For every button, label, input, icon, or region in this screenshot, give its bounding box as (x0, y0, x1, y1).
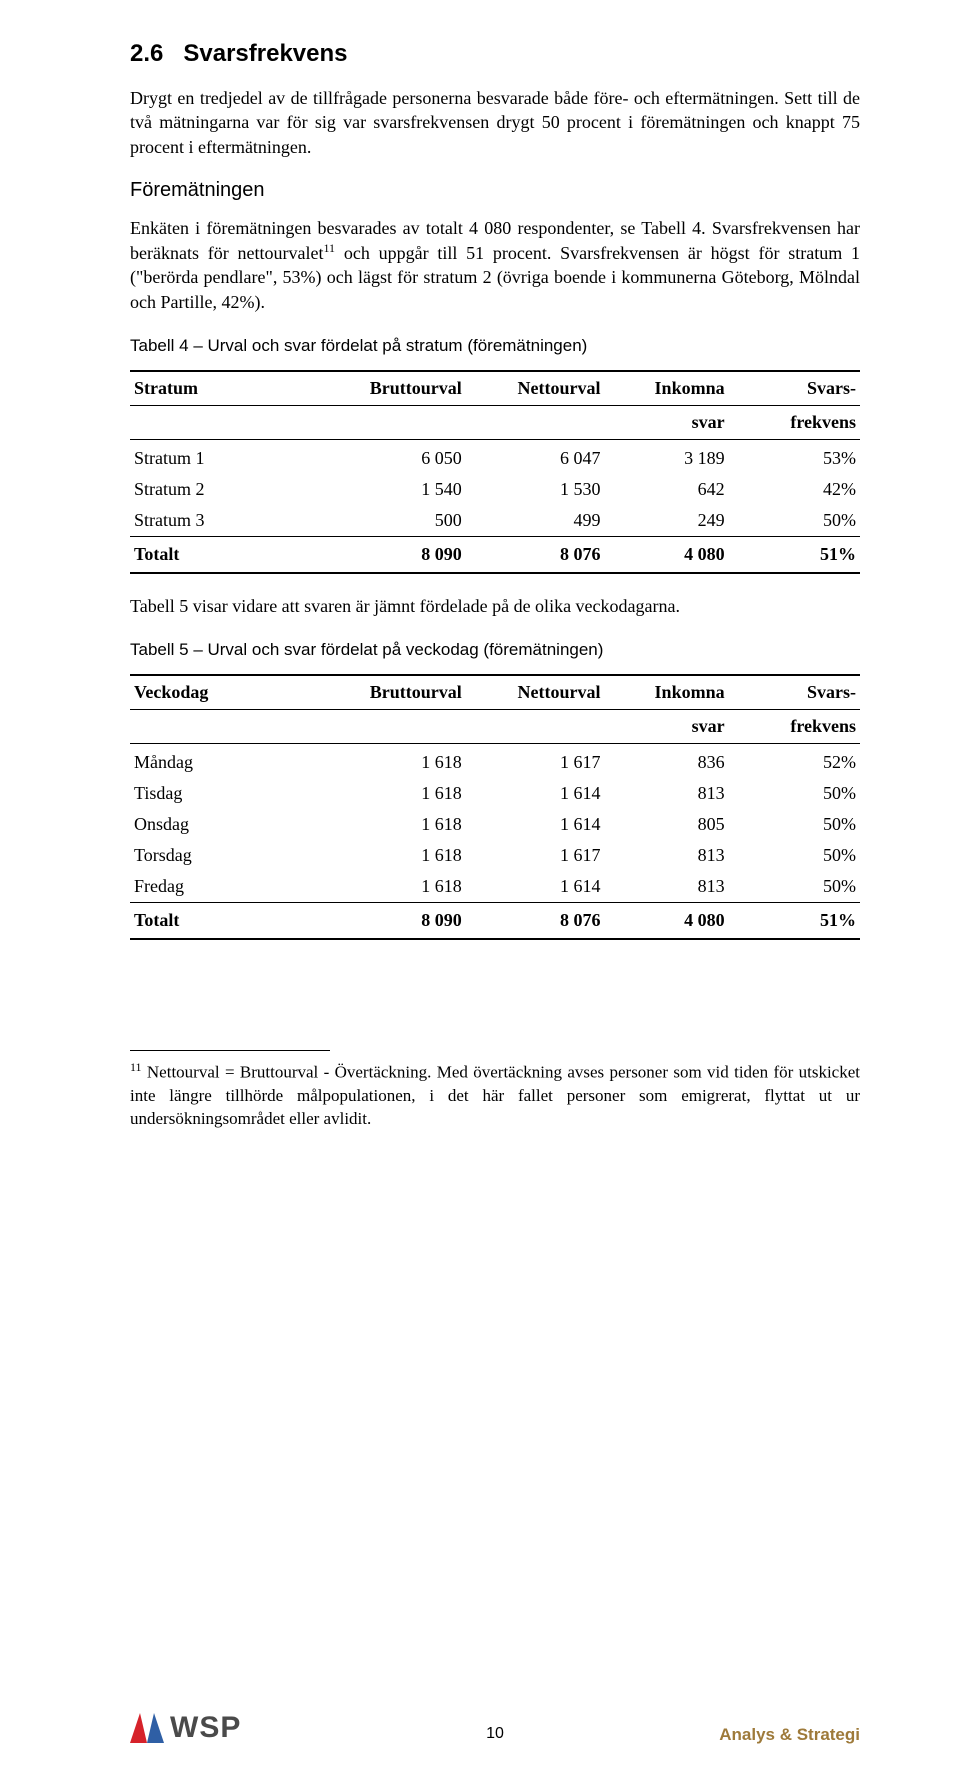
table4-col-svars: Svars- (729, 371, 860, 406)
table-row: Fredag 1 618 1 614 813 50% (130, 871, 860, 903)
table4-col-brutto: Bruttourval (320, 371, 466, 406)
footer-brand: Analys & Strategi (719, 1725, 860, 1745)
table5-total-row: Totalt 8 090 8 076 4 080 51% (130, 903, 860, 940)
table4-subcol-frekvens: frekvens (729, 406, 860, 440)
table-row: Torsdag 1 618 1 617 813 50% (130, 840, 860, 871)
section-title: Svarsfrekvens (183, 40, 347, 67)
table4: Stratum Bruttourval Nettourval Inkomna S… (130, 370, 860, 574)
table4-caption: Tabell 4 – Urval och svar fördelat på st… (130, 336, 860, 356)
table4-subcol-svar: svar (604, 406, 728, 440)
section-heading: 2.6 Svarsfrekvens (130, 40, 860, 68)
footnote-text: Nettourval = Bruttourval - Övertäckning.… (130, 1063, 860, 1128)
table-row: Tisdag 1 618 1 614 813 50% (130, 778, 860, 809)
table5-header-row: Veckodag Bruttourval Nettourval Inkomna … (130, 675, 860, 710)
footnote-ref-11: 11 (323, 241, 335, 255)
wsp-logo: WSP (130, 1711, 241, 1745)
table5: Veckodag Bruttourval Nettourval Inkomna … (130, 674, 860, 940)
paragraph-between-tables: Tabell 5 visar vidare att svaren är jämn… (130, 594, 860, 618)
table5-subcol-svar: svar (604, 710, 728, 744)
table4-header-row: Stratum Bruttourval Nettourval Inkomna S… (130, 371, 860, 406)
table-row: Onsdag 1 618 1 614 805 50% (130, 809, 860, 840)
table4-col-inkomna: Inkomna (604, 371, 728, 406)
table5-header-subrow: svar frekvens (130, 710, 860, 744)
table5-col-inkomna: Inkomna (604, 675, 728, 710)
footnote-separator (130, 1050, 330, 1051)
footnote-mark: 11 (130, 1060, 142, 1074)
footnote-11: 11 Nettourval = Bruttourval - Övertäckni… (130, 1059, 860, 1130)
logo-bar-red (130, 1713, 147, 1743)
table5-col-veckodag: Veckodag (130, 675, 320, 710)
table-row: Måndag 1 618 1 617 836 52% (130, 744, 860, 779)
table4-col-stratum: Stratum (130, 371, 320, 406)
table4-total-row: Totalt 8 090 8 076 4 080 51% (130, 537, 860, 574)
table5-caption: Tabell 5 – Urval och svar fördelat på ve… (130, 640, 860, 660)
subheading-forematningen: Föremätningen (130, 179, 860, 202)
table5-col-netto: Nettourval (466, 675, 605, 710)
table-row: Stratum 2 1 540 1 530 642 42% (130, 474, 860, 505)
paragraph-intro: Drygt en tredjedel av de tillfrågade per… (130, 86, 860, 159)
logo-bar-blue (147, 1713, 164, 1743)
table5-col-brutto: Bruttourval (320, 675, 466, 710)
paragraph-forematningen: Enkäten i föremätningen besvarades av to… (130, 216, 860, 314)
table5-subcol-frekvens: frekvens (729, 710, 860, 744)
table-row: Stratum 3 500 499 249 50% (130, 505, 860, 537)
section-number: 2.6 (130, 40, 163, 67)
table4-col-netto: Nettourval (466, 371, 605, 406)
table-row: Stratum 1 6 050 6 047 3 189 53% (130, 440, 860, 475)
wsp-logo-icon (130, 1713, 164, 1743)
table4-header-subrow: svar frekvens (130, 406, 860, 440)
table5-col-svars: Svars- (729, 675, 860, 710)
page-number: 10 (486, 1725, 504, 1743)
page-footer: WSP 10 Analys & Strategi (130, 1711, 860, 1745)
wsp-logo-text: WSP (170, 1711, 241, 1745)
